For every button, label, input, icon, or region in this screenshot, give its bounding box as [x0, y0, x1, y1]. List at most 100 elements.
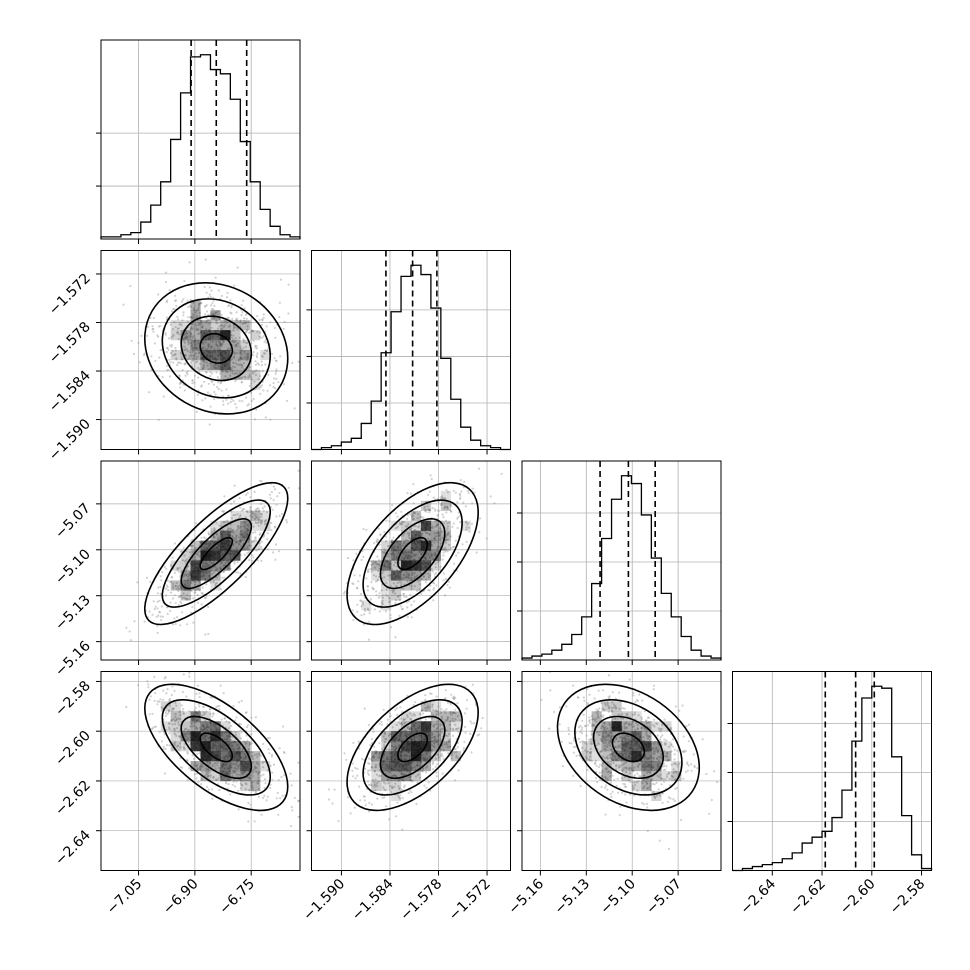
sample-point: [242, 347, 245, 350]
sample-point: [182, 575, 185, 578]
sample-point: [412, 511, 415, 515]
sample-point: [181, 710, 184, 713]
sample-point: [381, 599, 384, 603]
sample-point: [241, 772, 244, 776]
density-cell: [230, 540, 241, 551]
sample-point: [222, 570, 225, 574]
sample-point: [152, 330, 155, 333]
sample-point: [436, 730, 439, 733]
sample-point: [251, 774, 254, 778]
sample-point: [253, 768, 256, 771]
sample-point: [208, 322, 211, 325]
sample-point: [433, 723, 437, 726]
sample-point: [202, 706, 205, 709]
sample-point: [437, 713, 440, 716]
sample-point: [449, 510, 452, 513]
sample-point: [383, 530, 386, 534]
density-cell: [190, 350, 201, 361]
sample-point: [258, 335, 261, 339]
sample-point: [256, 362, 259, 365]
sample-point: [369, 744, 372, 747]
contour-level-1: [180, 715, 253, 780]
sample-point: [193, 546, 196, 549]
density-cell: [220, 751, 231, 762]
sample-point: [246, 325, 249, 328]
sample-point: [266, 737, 269, 740]
sample-point: [408, 533, 411, 536]
sample-point: [411, 714, 414, 717]
sample-point: [430, 749, 433, 752]
sample-point: [240, 381, 243, 384]
sample-point: [453, 751, 456, 754]
sample-point: [467, 491, 470, 494]
sample-point: [385, 581, 388, 584]
sample-point: [362, 623, 366, 626]
sample-point: [230, 530, 233, 533]
sample-point: [243, 546, 247, 549]
sample-point: [182, 337, 185, 340]
density-cell: [430, 701, 442, 712]
sample-point: [154, 359, 157, 362]
sample-point: [227, 325, 230, 328]
sample-point: [367, 638, 371, 641]
sample-point: [215, 343, 218, 346]
sample-point: [411, 572, 414, 575]
density-cell: [401, 530, 412, 541]
sample-point: [251, 329, 255, 332]
sample-point: [427, 704, 430, 707]
sample-point: [233, 500, 236, 503]
sample-point: [253, 490, 256, 493]
sample-point: [368, 810, 371, 813]
sample-point: [254, 791, 257, 794]
sample-point: [429, 474, 432, 477]
density-cell: [440, 741, 451, 752]
sample-point: [234, 771, 237, 774]
sample-point: [260, 384, 264, 387]
sample-point: [175, 734, 178, 738]
sample-point: [285, 519, 288, 522]
sample-point: [236, 372, 239, 375]
sample-point: [398, 521, 401, 524]
sample-point: [405, 576, 408, 579]
sample-point: [205, 317, 208, 320]
sample-point: [387, 597, 391, 600]
sample-point: [671, 775, 674, 778]
sample-point: [228, 304, 231, 307]
sample-point: [431, 703, 434, 706]
sample-point: [352, 583, 355, 586]
sample-point: [219, 568, 222, 571]
sample-point: [432, 761, 435, 764]
sample-point: [431, 525, 434, 528]
sample-point: [388, 600, 391, 604]
sample-point: [238, 376, 241, 379]
sample-point: [374, 560, 378, 563]
sample-point: [250, 781, 253, 785]
sample-point: [681, 750, 685, 753]
density-cell: [371, 560, 382, 571]
density-cell: [391, 780, 402, 792]
sample-point: [214, 569, 217, 572]
sample-point: [436, 514, 439, 517]
density-cell: [411, 761, 422, 772]
sample-point: [244, 527, 247, 530]
sample-point: [238, 722, 241, 725]
sample-point: [190, 333, 193, 336]
sample-point: [602, 689, 605, 692]
sample-point: [200, 321, 203, 324]
sample-point: [225, 560, 229, 563]
sample-point: [414, 511, 417, 514]
sample-point: [266, 769, 269, 772]
sample-point: [230, 312, 233, 315]
sample-point: [378, 742, 381, 745]
sample-point: [399, 723, 402, 726]
sample-point: [428, 490, 431, 493]
sample-point: [168, 722, 171, 725]
sample-point: [233, 770, 236, 773]
sample-point: [194, 340, 197, 343]
sample-point: [259, 331, 262, 334]
sample-point: [401, 797, 404, 800]
sample-point: [174, 346, 177, 350]
sample-point: [409, 712, 412, 715]
sample-point: [245, 527, 249, 530]
sample-point: [375, 590, 378, 593]
